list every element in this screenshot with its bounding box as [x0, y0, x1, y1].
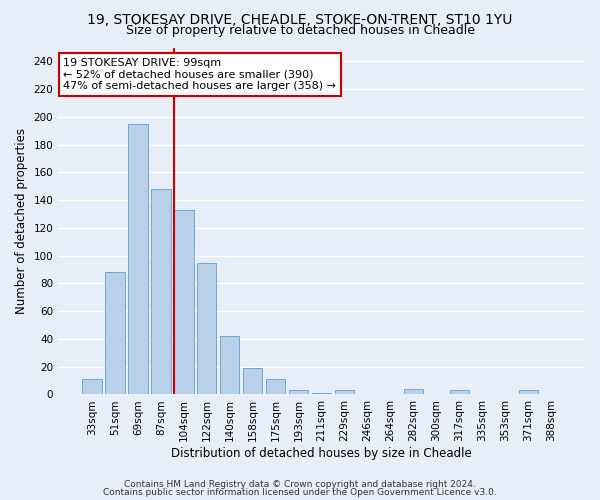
- Text: Contains HM Land Registry data © Crown copyright and database right 2024.: Contains HM Land Registry data © Crown c…: [124, 480, 476, 489]
- Bar: [220, 336, 239, 394]
- Bar: [128, 124, 148, 394]
- Bar: [404, 389, 423, 394]
- Text: 19 STOKESAY DRIVE: 99sqm
← 52% of detached houses are smaller (390)
47% of semi-: 19 STOKESAY DRIVE: 99sqm ← 52% of detach…: [64, 58, 337, 91]
- Bar: [518, 390, 538, 394]
- Text: 19, STOKESAY DRIVE, CHEADLE, STOKE-ON-TRENT, ST10 1YU: 19, STOKESAY DRIVE, CHEADLE, STOKE-ON-TR…: [88, 12, 512, 26]
- Bar: [449, 390, 469, 394]
- Bar: [151, 189, 170, 394]
- Y-axis label: Number of detached properties: Number of detached properties: [15, 128, 28, 314]
- Bar: [266, 379, 286, 394]
- Text: Size of property relative to detached houses in Cheadle: Size of property relative to detached ho…: [125, 24, 475, 37]
- Bar: [243, 368, 262, 394]
- Bar: [312, 393, 331, 394]
- Text: Contains public sector information licensed under the Open Government Licence v3: Contains public sector information licen…: [103, 488, 497, 497]
- Bar: [105, 272, 125, 394]
- Bar: [82, 379, 101, 394]
- X-axis label: Distribution of detached houses by size in Cheadle: Distribution of detached houses by size …: [171, 447, 472, 460]
- Bar: [289, 390, 308, 394]
- Bar: [197, 262, 217, 394]
- Bar: [335, 390, 355, 394]
- Bar: [174, 210, 194, 394]
